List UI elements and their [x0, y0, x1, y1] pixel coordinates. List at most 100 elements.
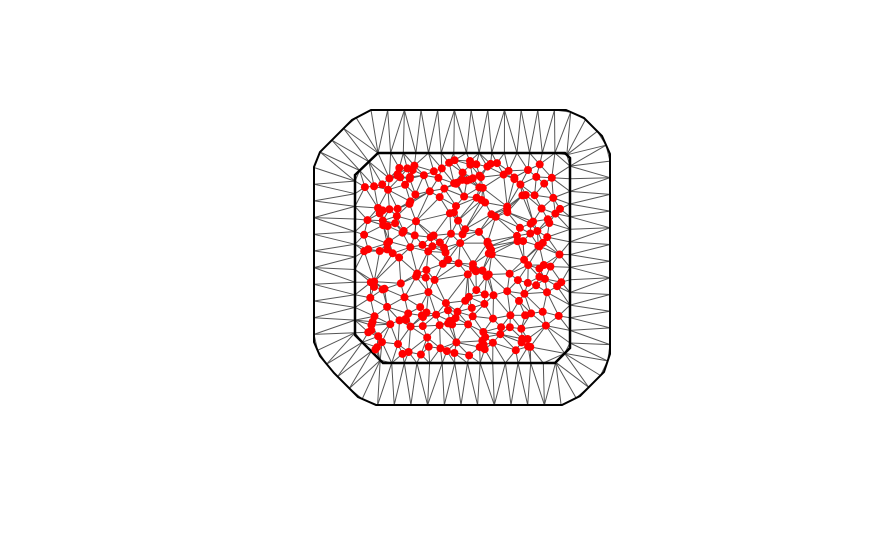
mesh-edge	[521, 325, 546, 330]
interior-point	[395, 164, 404, 172]
interior-point	[519, 237, 528, 246]
interior-point	[378, 338, 386, 347]
mesh-edge	[313, 294, 356, 302]
interior-point	[403, 164, 412, 173]
interior-point	[418, 240, 427, 249]
interior-point	[437, 164, 446, 173]
interior-point	[467, 303, 476, 312]
mesh-edge	[569, 304, 611, 312]
interior-point	[384, 185, 392, 194]
mesh-edge	[495, 216, 521, 229]
mesh-edge	[402, 109, 405, 154]
mesh-edge	[569, 277, 611, 293]
mesh-edge	[487, 216, 497, 242]
mesh-edge	[482, 187, 508, 207]
interior-point	[517, 324, 526, 333]
mesh-edge	[482, 174, 504, 189]
interior-point	[363, 216, 372, 225]
interior-point	[393, 171, 402, 180]
interior-point	[458, 168, 467, 177]
mesh-edge	[374, 281, 401, 284]
mesh-edge	[370, 109, 379, 154]
mesh-edge	[416, 362, 429, 406]
mesh-edge	[488, 274, 508, 292]
mesh-edge	[569, 203, 611, 212]
mesh-edge	[393, 362, 405, 406]
mesh-edge	[546, 292, 560, 317]
mesh-edge	[537, 109, 543, 154]
mesh-edge	[545, 325, 571, 331]
mesh-edge	[337, 342, 363, 377]
interior-point	[523, 335, 532, 343]
mesh-edge	[415, 196, 441, 222]
mesh-edge	[504, 109, 518, 154]
interior-point	[413, 269, 422, 278]
interior-point	[513, 276, 522, 285]
interior-point	[532, 172, 541, 181]
interior-point	[505, 269, 514, 278]
interior-point	[394, 340, 402, 349]
interior-point	[475, 183, 484, 192]
interior-point	[406, 322, 415, 331]
interior-point	[546, 262, 555, 271]
interior-point	[401, 315, 410, 323]
mesh-edge	[569, 244, 611, 256]
mesh-edge	[543, 352, 565, 364]
mesh-edge	[569, 342, 608, 362]
interior-point	[484, 249, 493, 258]
mesh-edge	[569, 329, 611, 346]
interior-point	[442, 347, 451, 356]
interior-point	[364, 245, 373, 254]
mesh-edge	[456, 340, 483, 343]
mesh-edge	[464, 202, 486, 230]
interior-point	[537, 204, 546, 213]
mesh-edge	[495, 216, 518, 237]
mesh-edge	[542, 362, 545, 406]
interior-point	[505, 323, 514, 332]
interior-point	[411, 190, 420, 199]
mesh-edge	[541, 109, 555, 154]
mesh-edge	[454, 362, 462, 406]
mesh-edge	[363, 234, 388, 244]
mesh-edge	[313, 267, 356, 270]
mesh-edge	[313, 250, 356, 258]
interior-point	[478, 266, 487, 275]
mesh-edge	[377, 109, 389, 154]
mesh-edge	[317, 332, 356, 351]
interior-point	[378, 285, 387, 294]
interior-point	[555, 250, 564, 259]
mesh-edge	[506, 178, 515, 207]
mesh-edge	[313, 300, 356, 308]
mesh-edge	[464, 213, 492, 230]
interior-point	[481, 333, 490, 342]
mesh-edge	[569, 342, 611, 346]
mesh-edge	[569, 144, 607, 167]
mesh-edge	[569, 292, 611, 295]
mesh-edge	[313, 256, 356, 269]
mesh-edge	[361, 359, 381, 400]
mesh-edge	[377, 362, 393, 406]
interior-point	[529, 217, 538, 226]
mesh-edge	[547, 228, 571, 238]
mesh-edge	[564, 353, 590, 388]
mesh-edge	[490, 240, 518, 251]
mesh-edge	[564, 352, 601, 376]
mesh-edge	[313, 217, 356, 233]
interior-point	[383, 239, 392, 248]
mesh-edge	[569, 160, 611, 167]
mesh-edge	[433, 213, 451, 236]
mesh-edge	[491, 240, 518, 255]
mesh-edge	[555, 361, 590, 388]
interior-point	[523, 278, 532, 287]
interior-point	[545, 219, 554, 227]
interior-point	[504, 166, 513, 175]
mesh-edge	[415, 109, 422, 154]
interior-point	[452, 202, 460, 211]
interior-point	[395, 316, 404, 325]
interior-point	[476, 173, 485, 182]
outer-boundary	[313, 109, 611, 406]
mesh-edge	[391, 362, 395, 406]
interior-point	[453, 178, 461, 187]
mesh-edge	[398, 257, 402, 284]
mesh-edge	[543, 362, 557, 406]
